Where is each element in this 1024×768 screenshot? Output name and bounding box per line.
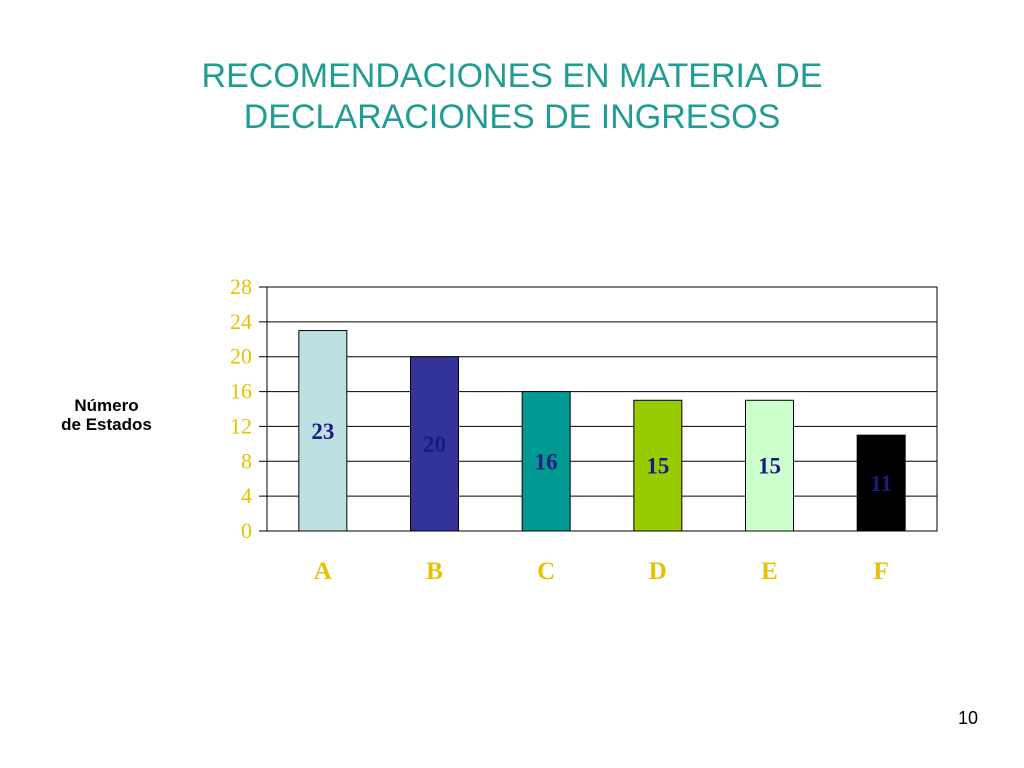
slide-title-line-1: RECOMENDACIONES EN MATERIA DE [201,57,823,95]
y-axis-label: Número de Estados [34,396,179,434]
page-number: 10 [957,708,978,728]
y-tick-label: 16 [230,379,252,404]
bar [633,399,683,532]
bar-data-label: 23 [311,419,334,444]
x-category-label: F [874,558,889,585]
x-category-label: A [314,558,332,585]
y-tick-label: 8 [241,448,252,473]
y-axis-label-line-2: de Estados [61,415,152,434]
x-category-label: C [537,558,555,585]
bar-data-label: 15 [646,454,669,479]
bar [410,356,459,532]
y-tick-label: 20 [230,344,252,369]
y-tick-label: 28 [230,274,252,299]
y-tick-label: 12 [230,413,252,438]
bar [298,330,348,532]
bar-data-label: 11 [870,471,892,496]
bar [521,391,571,532]
bar [745,399,794,532]
y-tick-label: 0 [241,518,252,543]
slide-title-line-2: DECLARACIONES DE INGRESOS [243,98,781,136]
slide-title: RECOMENDACIONES EN MATERIA DE DECLARACIO… [0,56,1024,138]
plot-area [266,286,938,532]
x-category-label: E [761,558,778,585]
y-axis-label-line-1: Número [74,396,139,415]
y-tick-label: 4 [241,483,252,508]
bar-data-label: 16 [535,449,558,474]
y-tick-label: 24 [230,309,252,334]
x-category-label: B [426,558,443,585]
bar [856,434,906,532]
x-category-label: D [649,558,667,585]
bar-data-label: 15 [758,454,781,479]
bar-data-label: 20 [423,432,446,457]
